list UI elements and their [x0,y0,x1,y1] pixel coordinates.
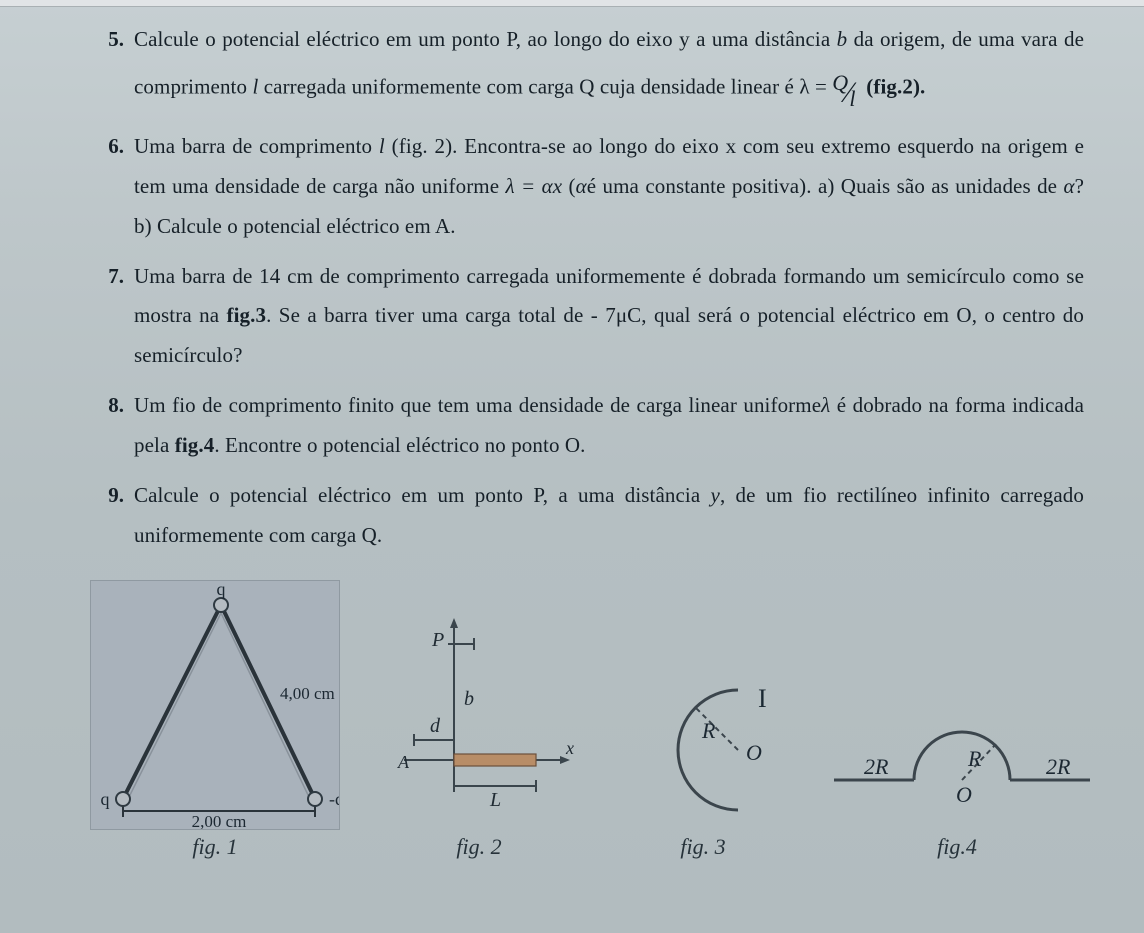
fig4-label-O: O [956,782,972,807]
fig2-label-A: A [397,752,410,772]
question-number: 7. [90,257,134,377]
text: Calcule o potencial eléctrico em um pont… [134,483,711,507]
page: 5. Calcule o potencial eléctrico em um p… [0,0,1144,933]
question-8: 8. Um fio de comprimento finito que tem … [90,386,1084,466]
fig3-label-O: O [746,740,762,765]
figure-caption: fig. 3 [680,834,725,860]
alpha: α [1063,174,1074,198]
figures-row: q q -q 4,00 cm 2,00 cm fig. 1 [90,580,1084,860]
figure-caption: fig. 1 [192,834,237,860]
fig4-label-2R-right: 2R [1046,754,1071,779]
figure-4-svg: 2R R 2R O [822,680,1092,830]
figure-caption: fig.4 [937,834,977,860]
figure-4: 2R R 2R O fig.4 [822,680,1092,860]
fig4-label-2R-left: 2R [864,754,889,779]
fig3-label-R: R [701,718,716,743]
var-b: b [837,27,848,51]
question-body: Uma barra de 14 cm de comprimento carreg… [134,257,1084,377]
text: ( [562,174,575,198]
question-list: 5. Calcule o potencial eléctrico em um p… [90,20,1084,556]
text: Um fio de comprimento finito que tem uma… [134,393,821,417]
fig2-label-b: b [464,688,474,710]
fig-ref: (fig.2). [866,74,925,98]
question-number: 8. [90,386,134,466]
fig1-label-base: 2,00 cm [192,812,247,829]
question-9: 9. Calcule o potencial eléctrico em um p… [90,476,1084,556]
fig1-label-side: 4,00 cm [280,684,335,703]
text-cursor-icon: I [758,684,767,714]
question-6: 6. Uma barra de comprimento l (fig. 2). … [90,127,1084,247]
figure-1-canvas: q q -q 4,00 cm 2,00 cm [90,580,340,830]
fraction-den: l [849,86,855,111]
fig-ref: fig.3 [227,303,267,327]
fraction: Q⁄l [832,60,855,117]
question-body: Calcule o potencial eléctrico em um pont… [134,20,1084,117]
figure-2-svg: P b d A x L [374,610,584,830]
text: . Encontre o potencial eléctrico no pont… [214,433,585,457]
fig1-label-q-left: q [101,789,110,809]
figure-caption: fig. 2 [456,834,501,860]
text: . Se a barra tiver uma carga total de - … [134,303,1084,367]
fig1-label-q-top: q [217,581,226,599]
fig2-label-d: d [430,715,441,737]
fig2-label-x: x [565,738,574,758]
question-body: Calcule o potencial eléctrico em um pont… [134,476,1084,556]
fig-ref: fig.4 [175,433,215,457]
figure-2: P b d A x L fig. 2 [374,610,584,860]
fig2-label-P: P [431,629,444,651]
figure-1: q q -q 4,00 cm 2,00 cm fig. 1 [90,580,340,860]
question-body: Uma barra de comprimento l (fig. 2). Enc… [134,127,1084,247]
alpha: α [576,174,587,198]
lambda: λ [821,393,830,417]
lambda-eq: λ = αx [506,174,563,198]
fig4-label-R: R [967,746,982,771]
var-y: y [711,483,720,507]
question-number: 9. [90,476,134,556]
question-5: 5. Calcule o potencial eléctrico em um p… [90,20,1084,117]
question-7: 7. Uma barra de 14 cm de comprimento car… [90,257,1084,377]
figure-1-svg: q q -q 4,00 cm 2,00 cm [91,581,339,829]
fig2-label-L: L [489,789,501,811]
fig1-label-q-right: -q [329,789,339,809]
question-body: Um fio de comprimento finito que tem uma… [134,386,1084,466]
text: Uma barra de comprimento [134,134,379,158]
question-number: 6. [90,127,134,247]
text: é uma constante positiva). a) Quais são … [587,174,1064,198]
question-number: 5. [90,20,134,117]
window-top-bar [0,0,1144,7]
text: Calcule o potencial eléctrico em um pont… [134,27,837,51]
text: carregada uniformemente com carga Q cuja… [258,74,832,98]
